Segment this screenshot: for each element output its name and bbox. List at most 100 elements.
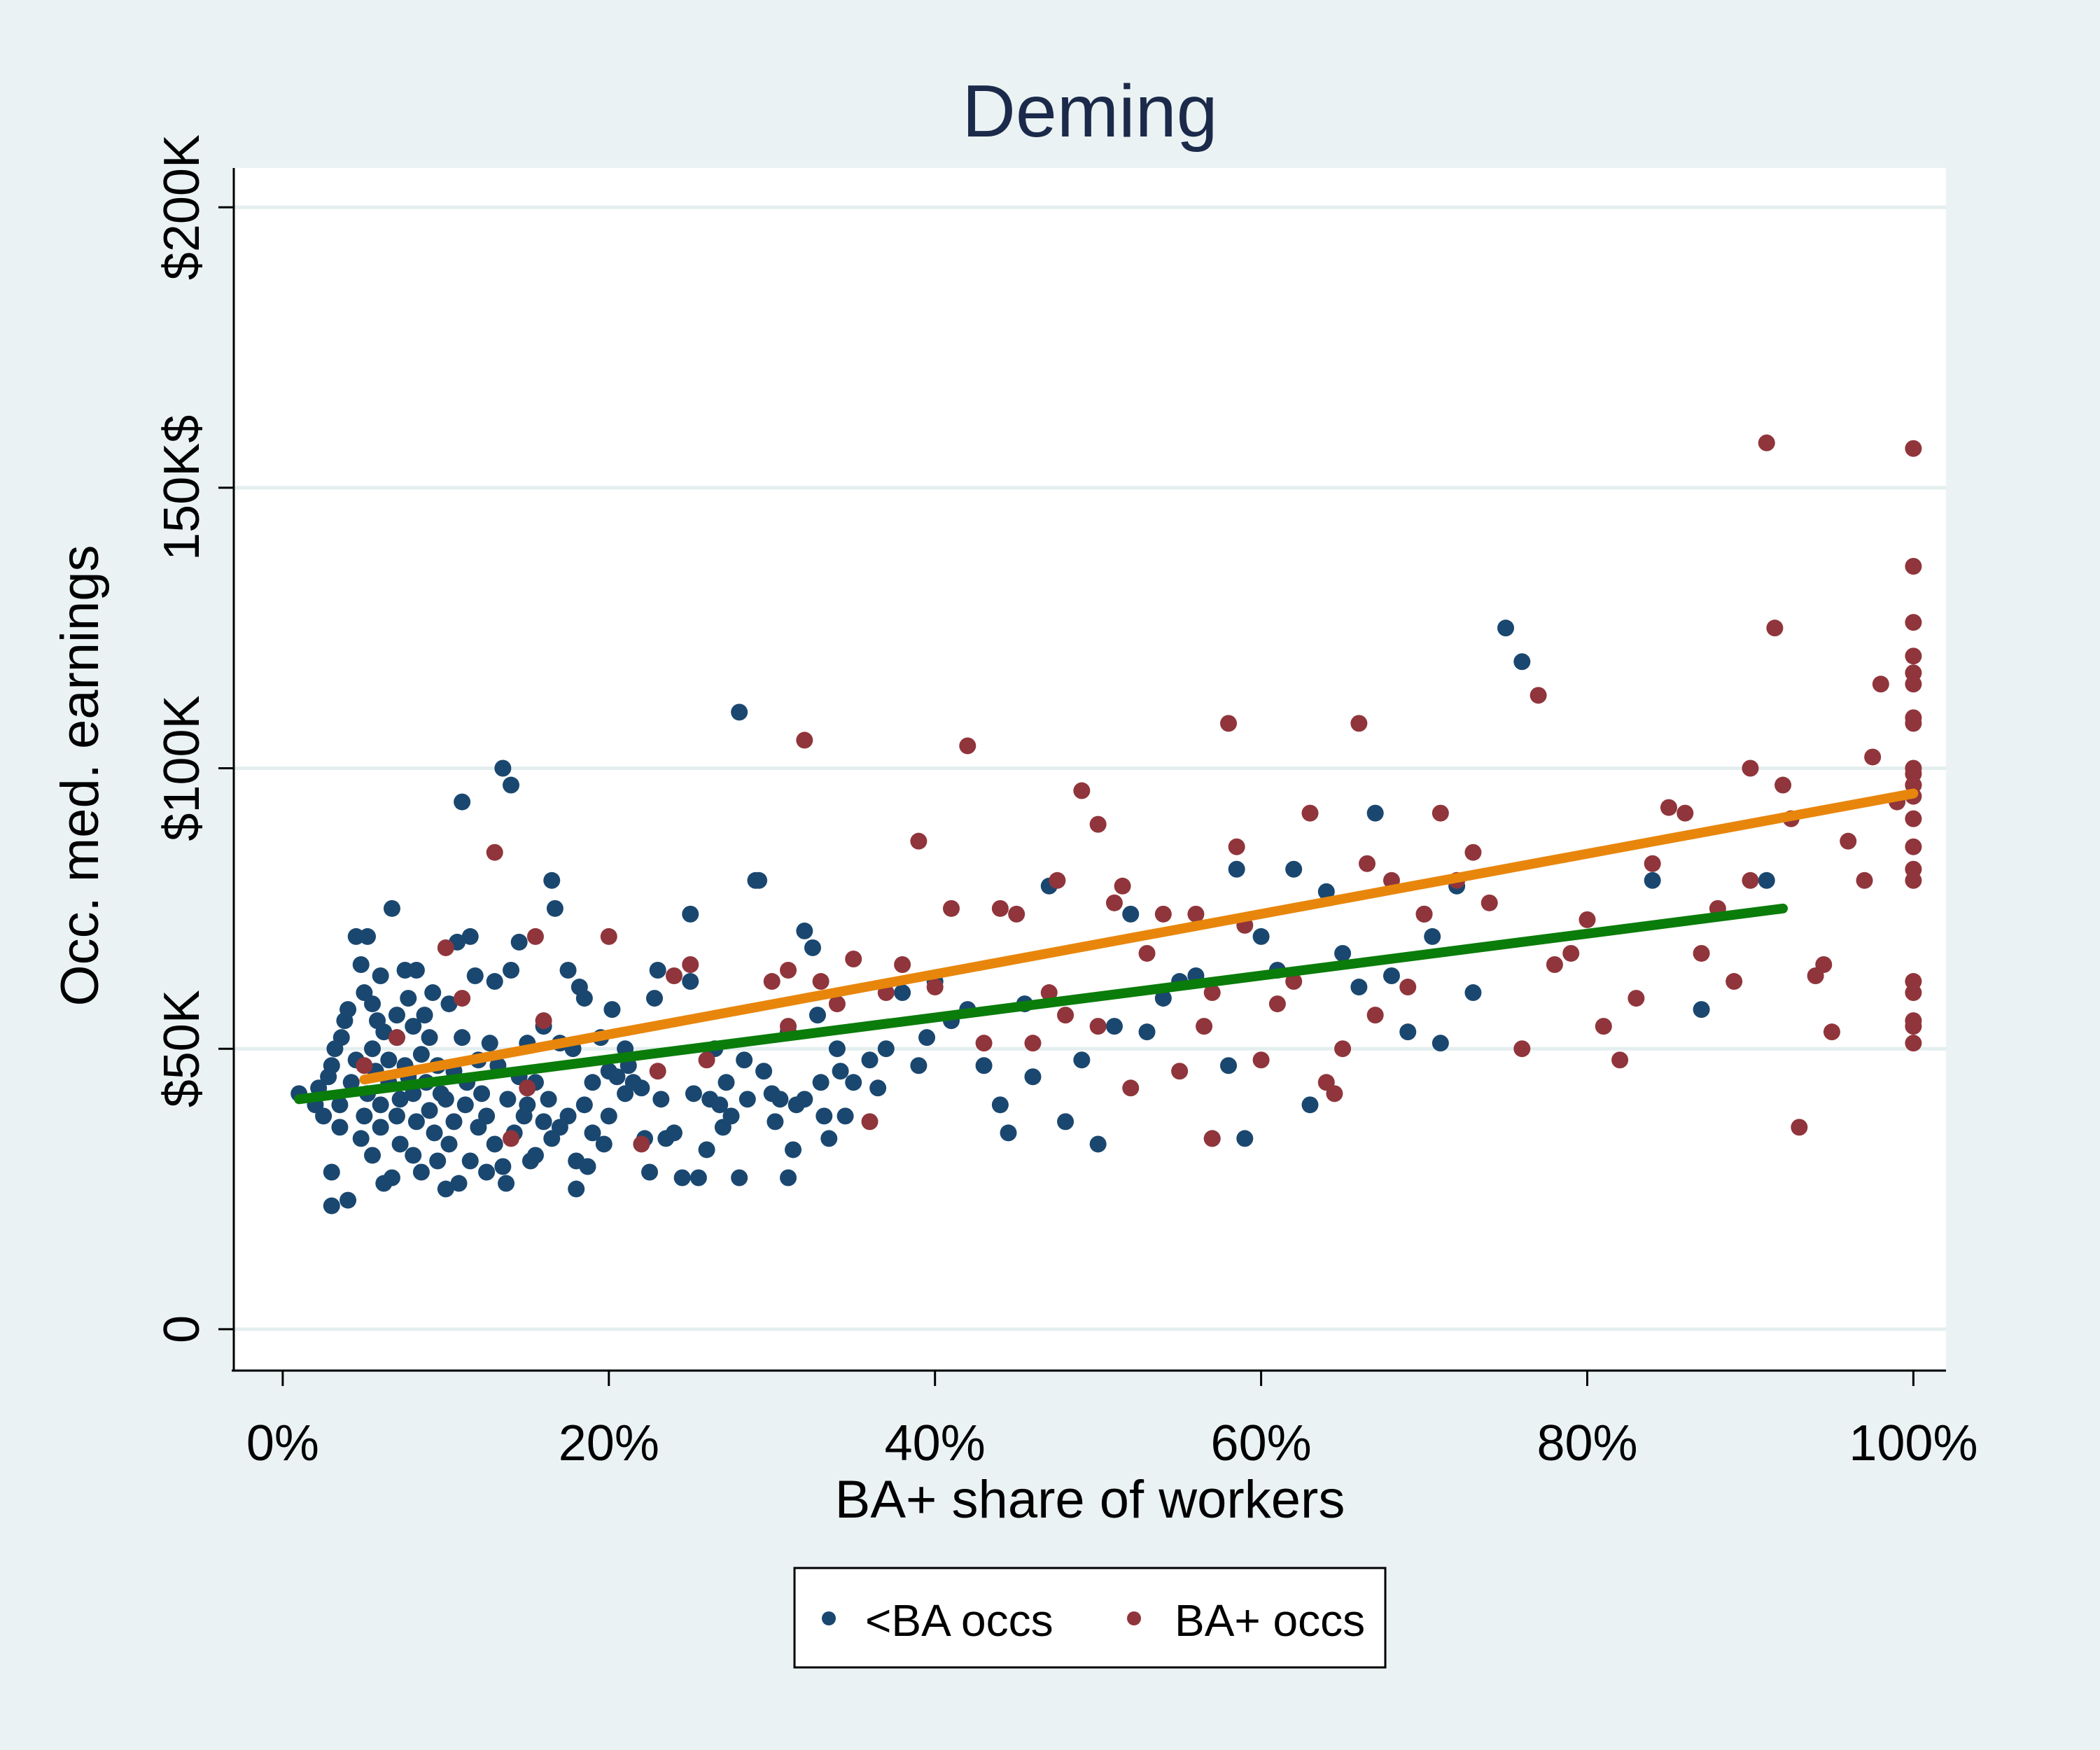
point-s1-86 <box>1766 620 1784 637</box>
point-s1-76 <box>1628 990 1645 1007</box>
point-s0-213 <box>1399 1023 1417 1041</box>
point-s0-170 <box>816 1107 833 1125</box>
point-s1-109 <box>1905 440 1922 457</box>
point-s1-24 <box>894 955 911 973</box>
point-s0-178 <box>877 1040 895 1058</box>
point-s1-117 <box>1905 838 1922 855</box>
point-s0-83 <box>481 1035 498 1052</box>
point-s0-173 <box>832 1063 849 1080</box>
point-s0-207 <box>1301 1096 1319 1114</box>
point-s0-126 <box>608 1068 626 1086</box>
point-s0-174 <box>836 1107 854 1125</box>
point-s1-119 <box>1905 810 1922 827</box>
point-s0-212 <box>1382 967 1400 985</box>
point-s0-176 <box>861 1051 878 1069</box>
point-s0-37 <box>383 1169 400 1186</box>
point-s1-55 <box>1301 804 1319 822</box>
point-s1-68 <box>1480 894 1498 911</box>
point-s1-9 <box>600 927 617 945</box>
point-s1-44 <box>1171 1063 1189 1080</box>
point-s1-2 <box>437 939 454 956</box>
point-s0-65 <box>440 995 458 1013</box>
point-s0-39 <box>388 1007 405 1024</box>
fit-lines <box>294 788 1919 1105</box>
point-s1-38 <box>1089 1018 1107 1035</box>
point-s1-118 <box>1905 676 1922 693</box>
point-s0-76 <box>461 927 479 945</box>
point-s0-5 <box>323 1057 340 1074</box>
point-s1-91 <box>1815 955 1833 973</box>
point-s0-197 <box>1154 990 1172 1007</box>
point-s0-185 <box>975 1057 993 1074</box>
point-s1-4 <box>486 844 503 861</box>
point-s0-122 <box>595 1135 612 1153</box>
point-s1-114 <box>1905 1018 1922 1035</box>
point-s1-108 <box>1905 973 1922 990</box>
point-s0-165 <box>796 922 813 939</box>
point-s0-110 <box>559 962 577 979</box>
point-s0-202 <box>1228 860 1245 878</box>
point-s0-157 <box>755 1063 773 1080</box>
point-s0-58 <box>424 984 442 1002</box>
point-s1-8 <box>535 1012 552 1030</box>
point-s0-11 <box>332 1029 350 1046</box>
point-s0-135 <box>649 962 666 979</box>
y-tick-label-3: 150K$ <box>154 415 210 561</box>
point-s0-210 <box>1350 979 1368 996</box>
point-s1-17 <box>780 1018 797 1035</box>
point-s0-33 <box>375 1023 393 1041</box>
point-s0-195 <box>1122 905 1140 923</box>
point-s0-208 <box>1317 883 1335 900</box>
point-s1-41 <box>1122 1079 1140 1097</box>
point-s0-45 <box>400 990 417 1007</box>
point-s0-82 <box>478 1107 496 1125</box>
point-s1-28 <box>959 737 976 755</box>
point-s1-42 <box>1138 944 1156 962</box>
point-s1-20 <box>828 995 846 1013</box>
point-s0-179 <box>894 984 911 1002</box>
point-s0-73 <box>456 1096 474 1114</box>
point-s0-172 <box>828 1040 846 1058</box>
point-s0-36 <box>383 899 400 917</box>
point-s0-85 <box>486 1135 503 1153</box>
y-ticks: 0 $50K $100K 150K$ $200K <box>154 134 234 1343</box>
point-s0-119 <box>584 1074 601 1091</box>
point-s0-166 <box>796 1091 813 1108</box>
point-s0-144 <box>698 1141 715 1158</box>
point-s0-160 <box>771 1091 789 1108</box>
point-s1-101 <box>1905 1035 1922 1052</box>
point-s0-134 <box>646 990 664 1007</box>
point-s1-46 <box>1196 1018 1213 1035</box>
point-s1-63 <box>1399 979 1417 996</box>
y-tick-label-4: $200K <box>154 134 210 280</box>
point-s0-59 <box>426 1124 443 1142</box>
point-s1-36 <box>1073 782 1091 799</box>
point-s1-33 <box>1040 984 1058 1002</box>
point-s1-57 <box>1326 1085 1343 1102</box>
point-s0-87 <box>494 760 512 777</box>
point-s1-59 <box>1350 715 1368 732</box>
point-s0-196 <box>1138 1023 1156 1041</box>
point-s0-133 <box>641 1163 659 1181</box>
point-s0-105 <box>543 872 561 889</box>
point-s0-75 <box>461 1152 479 1170</box>
point-s0-221 <box>1644 872 1661 889</box>
point-s0-9 <box>331 1096 349 1114</box>
point-s1-78 <box>1660 799 1677 816</box>
point-s0-54 <box>416 1007 433 1024</box>
point-s0-117 <box>575 1096 593 1114</box>
point-s0-219 <box>1497 620 1515 637</box>
point-s0-140 <box>682 973 699 990</box>
point-s0-153 <box>736 1051 753 1069</box>
point-s1-112 <box>1905 860 1922 878</box>
point-s1-1 <box>388 1029 405 1046</box>
point-s1-26 <box>926 979 944 996</box>
point-s0-104 <box>540 1091 557 1108</box>
point-s0-186 <box>991 1096 1009 1114</box>
x-tick-label-5: 100% <box>1849 1415 1977 1471</box>
fit-line-1 <box>294 903 1788 1105</box>
point-s0-61 <box>429 1152 447 1170</box>
point-s1-69 <box>1513 1040 1531 1058</box>
x-ticks: 0% 20% 40% 60% 80% 100% <box>246 1371 1977 1471</box>
